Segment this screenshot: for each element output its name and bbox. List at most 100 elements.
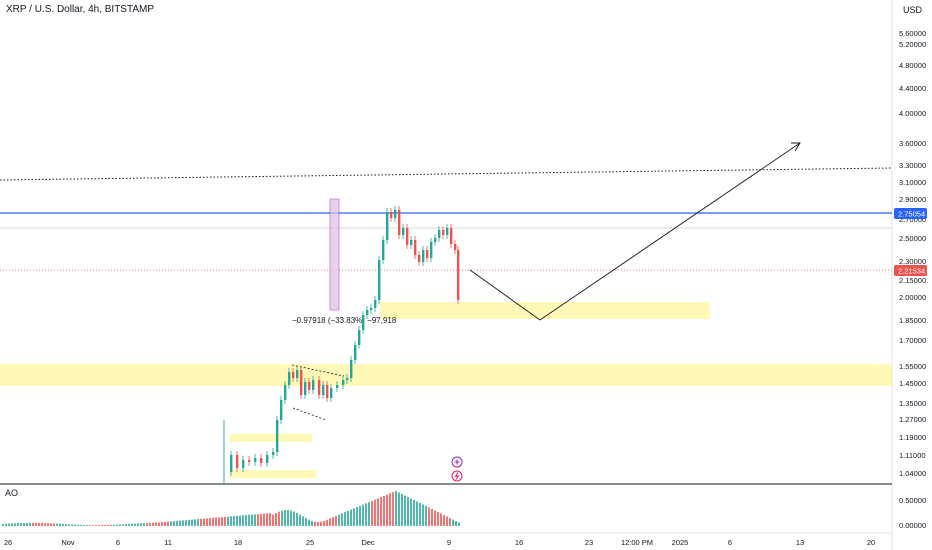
ao-bar: [266, 513, 268, 526]
ao-bar: [380, 497, 382, 526]
ao-bar: [197, 519, 199, 526]
candle-body: [386, 212, 389, 240]
ao-bar: [194, 519, 196, 526]
ao-bar: [11, 523, 13, 526]
support-zone-target[interactable]: [380, 302, 710, 319]
plus-circle-icon[interactable]: [451, 456, 463, 468]
candle-body: [406, 228, 409, 245]
ao-bar: [386, 494, 388, 526]
ao-bar: [329, 518, 331, 526]
candle-body: [296, 370, 299, 378]
ao-bar: [248, 514, 250, 526]
price-tick: 5.20000: [899, 40, 926, 49]
candle-body: [362, 315, 365, 330]
ao-bar: [137, 523, 139, 526]
ao-bar: [20, 522, 22, 526]
candle-body: [454, 244, 457, 250]
indicator-label[interactable]: AO: [5, 488, 19, 498]
ao-bar: [416, 501, 418, 526]
price-tick: 2.90000: [899, 195, 926, 204]
ao-bar: [209, 518, 211, 526]
projection-path[interactable]: [469, 142, 801, 321]
ao-bar: [50, 523, 52, 526]
level-price-tag: [894, 208, 927, 219]
ao-bar: [323, 520, 325, 526]
time-tick: 20: [867, 538, 875, 547]
support-zone-wide[interactable]: [0, 364, 892, 386]
ao-bar: [443, 515, 445, 526]
ao-bar: [32, 522, 34, 526]
time-axis[interactable]: 26 Nov 6 11 18 25 Dec 9 16 23 12:00 PM 2025 6 13 20: [4, 538, 875, 547]
price-range-measure[interactable]: [329, 198, 340, 311]
price-tick: 3.60000: [899, 139, 926, 148]
ao-tick-zero: 0.00000: [899, 521, 926, 530]
ao-bar: [176, 520, 178, 526]
support-zone-small-top[interactable]: [230, 434, 312, 442]
time-tick: 6: [116, 538, 120, 547]
candle-body: [236, 455, 239, 468]
ao-bar: [404, 495, 406, 526]
ao-bar: [365, 503, 367, 526]
ao-bar: [428, 507, 430, 526]
ao-bar: [59, 523, 61, 526]
ao-bar: [191, 519, 193, 526]
dotted-trendline[interactable]: [0, 167, 893, 181]
candle-body: [266, 455, 269, 463]
ao-bar: [458, 522, 460, 526]
candlestick-series[interactable]: [223, 206, 460, 484]
ao-bar: [299, 514, 301, 526]
ao-bar: [302, 516, 304, 526]
last-price-tag-text: 2.21534: [898, 267, 925, 276]
ao-bar: [143, 523, 145, 526]
candle-body: [434, 238, 437, 242]
time-tick: 2025: [672, 538, 689, 547]
candle-body: [248, 460, 251, 462]
support-zone-small-bottom[interactable]: [230, 470, 316, 478]
candle-body: [438, 230, 441, 238]
candle-body: [354, 345, 357, 360]
price-tick: 3.10000: [899, 178, 926, 187]
ao-bar: [218, 517, 220, 526]
ao-bar: [212, 517, 214, 526]
wedge-lower-line[interactable]: [292, 407, 327, 421]
ao-bar: [101, 525, 103, 526]
time-tick: 16: [515, 538, 523, 547]
candle-body: [442, 230, 445, 235]
ao-bar: [41, 522, 43, 526]
ao-bar: [269, 513, 271, 526]
candle-body: [242, 460, 245, 468]
candle-body: [288, 372, 291, 385]
ao-bar: [353, 508, 355, 526]
time-tick: 23: [585, 538, 593, 547]
currency-label[interactable]: USD: [903, 5, 923, 15]
lightning-icon[interactable]: [451, 470, 463, 482]
ao-bar: [203, 518, 205, 526]
ao-bar: [128, 523, 130, 526]
price-axis[interactable]: 5.60000 5.20000 4.80000 4.40000 4.00000 3.600…: [899, 29, 926, 478]
ao-bar: [362, 504, 364, 526]
ao-bar: [260, 513, 262, 526]
symbol-title[interactable]: XRP / U.S. Dollar, 4h, BITSTAMP: [6, 4, 155, 15]
ao-bar: [83, 525, 85, 526]
time-tick: 18: [234, 538, 242, 547]
candle-body: [366, 310, 369, 315]
time-tick: 25: [306, 538, 314, 547]
candle-body: [322, 385, 325, 395]
ao-bar: [92, 525, 94, 526]
ao-bar: [29, 522, 31, 526]
candle-body: [378, 260, 381, 300]
ao-bar: [368, 502, 370, 526]
ao-bar: [455, 521, 457, 526]
ao-bar: [131, 523, 133, 526]
price-tick: 1.11000: [899, 451, 926, 460]
price-tick: 4.40000: [899, 84, 926, 93]
ao-bar: [251, 514, 253, 526]
ao-bar: [308, 519, 310, 526]
candle-body: [422, 250, 425, 262]
ao-bar: [272, 514, 274, 526]
ao-bar: [125, 524, 127, 526]
ao-bar: [17, 523, 19, 526]
candle-body: [336, 385, 339, 388]
candle-body: [394, 210, 397, 218]
